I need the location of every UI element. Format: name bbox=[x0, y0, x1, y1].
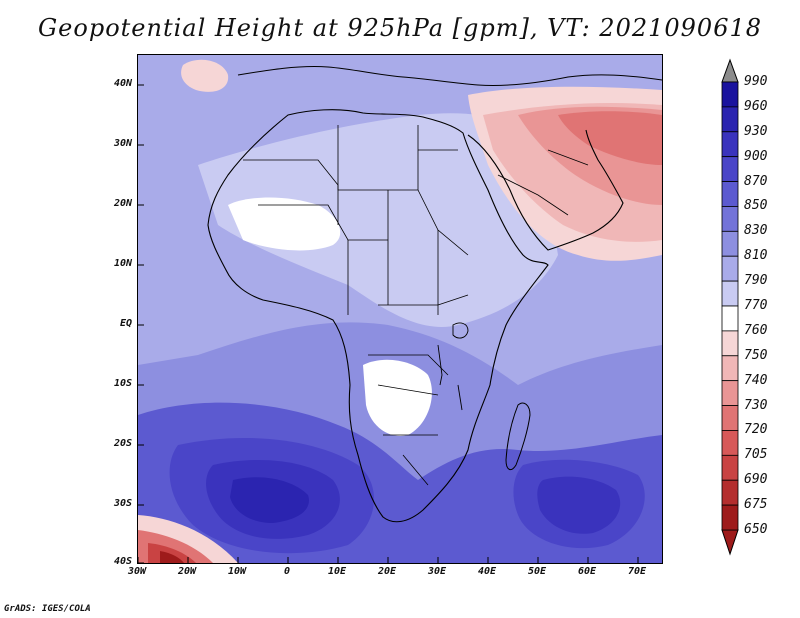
axis-ticks bbox=[138, 84, 639, 563]
colorbar-label-790: 790 bbox=[744, 273, 768, 289]
field-warm-720 bbox=[558, 111, 662, 165]
lon-label-10e: 10E bbox=[327, 566, 347, 577]
colorbar-box-770 bbox=[721, 305, 739, 332]
colorbar-label-760: 760 bbox=[744, 322, 768, 338]
colorbar-box-760 bbox=[721, 330, 739, 357]
colorbar-box-990 bbox=[721, 81, 739, 108]
colorbar-label-830: 830 bbox=[744, 223, 768, 239]
colorbar-label-810: 810 bbox=[744, 248, 768, 264]
colorbar-label-690: 690 bbox=[744, 472, 768, 488]
colorbar-box-850 bbox=[721, 206, 739, 232]
lon-label-30e: 30E bbox=[427, 566, 447, 577]
lon-label-60e: 60E bbox=[577, 566, 597, 577]
colorbar-box-830 bbox=[721, 230, 739, 257]
colorbar-bottom-arrow bbox=[721, 529, 739, 556]
plot-title: Geopotential Height at 925hPa [gpm], VT:… bbox=[38, 14, 762, 42]
colorbar-box-690 bbox=[721, 479, 739, 506]
lake-victoria bbox=[452, 322, 469, 339]
field-band-770 bbox=[198, 113, 558, 327]
africa-coastline bbox=[207, 109, 549, 523]
field-patch-760-south bbox=[363, 359, 432, 436]
colorbar-label-960: 960 bbox=[744, 98, 768, 114]
colorbar-box-730 bbox=[721, 405, 739, 431]
colorbar-box-750 bbox=[721, 355, 739, 382]
colorbar-label-770: 770 bbox=[744, 298, 768, 313]
colorbar-label-675: 675 bbox=[744, 497, 768, 513]
lon-label-70e: 70E bbox=[627, 566, 647, 577]
field-patch-760-sahara bbox=[228, 197, 341, 251]
lat-label-20n: 20N bbox=[113, 198, 132, 209]
colorbar-box-740 bbox=[721, 380, 739, 406]
field-south-east-930 bbox=[537, 476, 621, 534]
lat-label-40n: 40N bbox=[113, 78, 132, 89]
lon-label-0: 0 bbox=[283, 566, 291, 577]
lake-malawi bbox=[457, 384, 463, 411]
lake-tanganyika bbox=[437, 344, 443, 386]
lat-label-30n: 30N bbox=[113, 138, 132, 149]
colorbar-box-790 bbox=[721, 280, 739, 307]
colorbar-label-730: 730 bbox=[744, 397, 768, 413]
colorbar-label-750: 750 bbox=[744, 347, 768, 363]
lat-label-10n: 10N bbox=[113, 258, 132, 269]
colorbar-label-705: 705 bbox=[744, 447, 768, 463]
footer-credit: GrADS: IGES/COLA bbox=[4, 604, 91, 614]
lon-label-30w: 30W bbox=[127, 566, 147, 577]
lat-label-40s: 40S bbox=[113, 556, 132, 567]
colorbar-label-930: 930 bbox=[744, 123, 768, 139]
geopotential-map bbox=[138, 55, 662, 563]
colorbar-label-850: 850 bbox=[744, 198, 768, 214]
country-borders bbox=[243, 125, 589, 486]
colorbar-box-900 bbox=[721, 156, 739, 182]
field-low-sw-650 bbox=[160, 551, 184, 563]
colorbar-label-740: 740 bbox=[744, 372, 768, 388]
colorbar-top-arrow bbox=[721, 58, 739, 83]
lat-label-20s: 20S bbox=[113, 438, 132, 449]
lat-label-30s: 30S bbox=[113, 498, 132, 509]
colorbar-box-675 bbox=[721, 504, 739, 531]
lat-label-10s: 10S bbox=[113, 378, 132, 389]
map-plot-area bbox=[137, 54, 663, 564]
arabia-coastline bbox=[467, 129, 624, 251]
colorbar-box-705 bbox=[721, 454, 739, 481]
lon-label-10w: 10W bbox=[227, 566, 247, 577]
lon-label-50e: 50E bbox=[527, 566, 547, 577]
madagascar bbox=[505, 402, 531, 471]
colorbar-box-720 bbox=[721, 430, 739, 456]
lon-label-20w: 20W bbox=[177, 566, 197, 577]
lon-label-20e: 20E bbox=[377, 566, 397, 577]
colorbar-box-870 bbox=[721, 181, 739, 207]
colorbar-box-810 bbox=[721, 255, 739, 282]
europe-coastline bbox=[237, 66, 662, 87]
field-warm-atlantic bbox=[181, 59, 229, 92]
colorbar-label-900: 900 bbox=[744, 148, 768, 164]
lat-label-eq: EQ bbox=[119, 318, 132, 329]
lon-label-40e: 40E bbox=[477, 566, 497, 577]
field-south-960-west bbox=[230, 477, 309, 523]
colorbar-box-930 bbox=[721, 131, 739, 158]
colorbar-box-960 bbox=[721, 106, 739, 133]
colorbar-label-990: 990 bbox=[744, 74, 768, 89]
colorbar-label-720: 720 bbox=[744, 422, 768, 438]
colorbar-label-870: 870 bbox=[744, 173, 768, 189]
colorbar-label-650: 650 bbox=[744, 522, 768, 537]
colorbar bbox=[721, 58, 739, 556]
